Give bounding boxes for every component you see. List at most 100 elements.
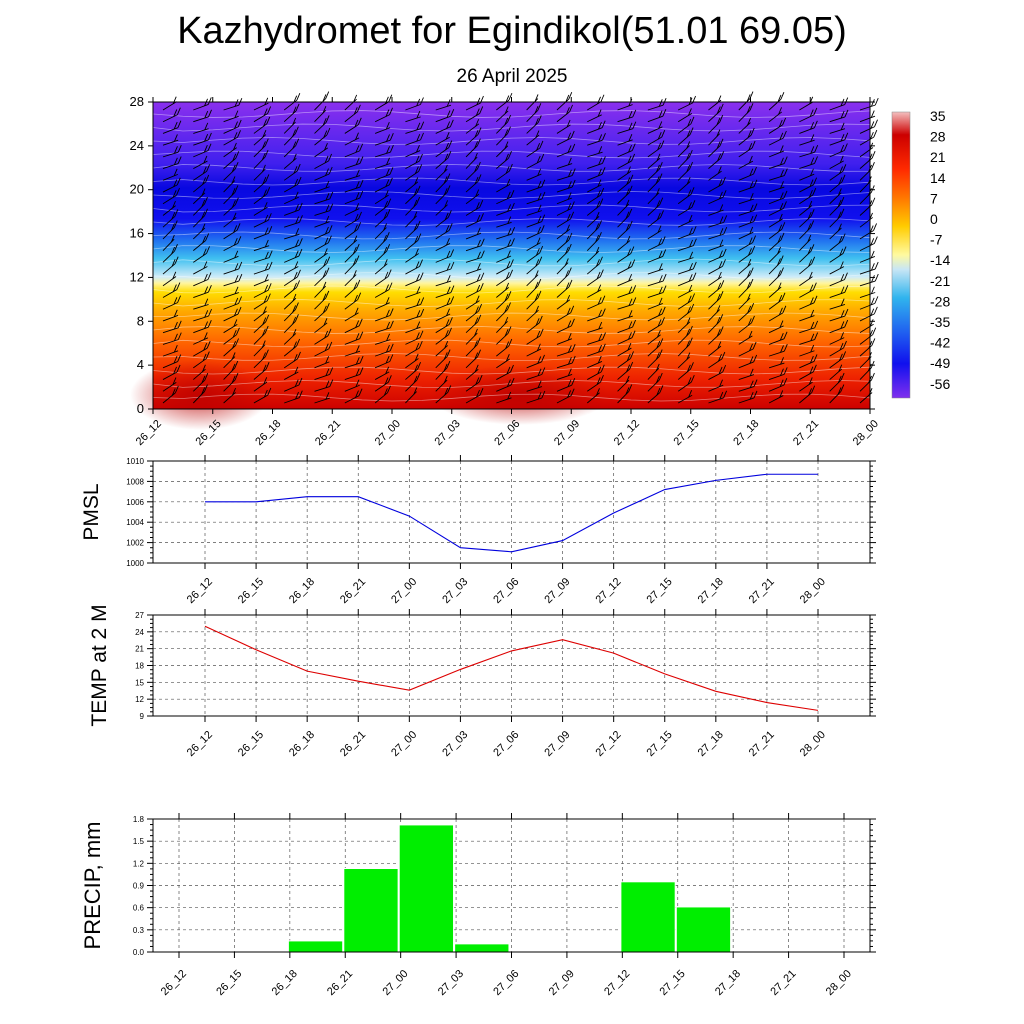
wind-barb [799, 295, 818, 310]
wind-barb [708, 390, 728, 404]
y-tick-label: 1010 [126, 457, 144, 466]
isotherm-line [152, 339, 871, 348]
wind-barb [223, 162, 239, 181]
wind-barb [526, 153, 545, 169]
wind-barb [283, 328, 297, 345]
wind-barb [193, 308, 212, 322]
wind-barb [374, 385, 391, 404]
wind-barb [283, 117, 297, 134]
wind-barb [678, 226, 697, 240]
wind-barb [344, 331, 364, 345]
wind-barb [526, 103, 542, 123]
wind-barb [708, 291, 724, 310]
wind-barb [193, 155, 208, 169]
wind-barb [677, 374, 695, 392]
wind-barb [344, 211, 362, 228]
wind-barb [677, 325, 693, 345]
isotherm-line [152, 191, 871, 199]
wind-barb [162, 354, 182, 369]
wind-barb [192, 223, 206, 240]
wind-barb [768, 232, 785, 251]
wind-barb [465, 238, 485, 252]
wind-barb [708, 379, 724, 392]
wind-barb [799, 309, 815, 322]
wind-barb [556, 355, 576, 369]
y-tick-label: 1006 [126, 498, 144, 507]
wind-barb [829, 233, 846, 251]
colorbar-label: -28 [930, 293, 950, 309]
panel-frame [152, 818, 871, 953]
wind-barb [799, 187, 817, 205]
wind-barb [496, 291, 512, 310]
wind-barb [435, 119, 454, 134]
wind-barb [192, 196, 208, 216]
wind-barb [496, 326, 512, 345]
wind-barb [768, 377, 788, 392]
chart-title: Kazhydromet for Egindikol(51.01 69.05) [177, 10, 847, 52]
wind-barb [768, 130, 787, 146]
wind-barb [859, 250, 876, 263]
wind-barb [374, 133, 394, 146]
wind-barb [496, 238, 515, 252]
isotherm-line [152, 123, 871, 132]
wind-barb [556, 192, 573, 205]
wind-barb [526, 328, 544, 345]
wind-barb [829, 223, 842, 240]
wind-barb [344, 255, 360, 275]
wind-barb [314, 290, 330, 310]
wind-barb [617, 330, 636, 345]
wind-barb [344, 270, 357, 287]
wind-barb [162, 107, 181, 123]
wind-barb [647, 236, 666, 252]
wind-barb [465, 200, 484, 216]
wind-barb [526, 343, 542, 357]
wind-barb [405, 144, 421, 158]
wind-barb [587, 133, 606, 146]
wind-barb [435, 296, 455, 310]
wind-barb [617, 246, 635, 263]
y-tick-label: 0.9 [133, 882, 145, 891]
y-tick-label: 18 [135, 662, 144, 671]
wind-barb [587, 187, 605, 205]
wind-barb [496, 106, 509, 123]
wind-barb [193, 174, 210, 193]
wind-barb [284, 191, 299, 205]
x-tick-label: 26_21 [338, 576, 368, 606]
wind-barb [405, 153, 423, 169]
wind-barb [465, 227, 482, 240]
wind-barb [526, 130, 540, 146]
y-tick-label: 1004 [126, 518, 144, 527]
wind-barb [617, 297, 637, 310]
wind-barb [344, 169, 361, 181]
wind-barb [193, 233, 210, 251]
wind-barb [465, 364, 479, 380]
wind-barb [799, 377, 813, 392]
wind-barb [677, 284, 693, 298]
wind-barb [859, 119, 878, 134]
wind-barb [374, 177, 393, 193]
y-tick-label: 28 [130, 94, 144, 109]
x-tick-label: 27_21 [747, 576, 777, 606]
wind-barb [435, 210, 452, 228]
x-tick-label: 27_15 [645, 576, 675, 606]
heatmap-warm-core [430, 365, 610, 425]
wind-barb [708, 129, 721, 146]
y-tick-label: 1.5 [133, 837, 145, 846]
wind-barb [556, 368, 573, 380]
wind-barb [587, 375, 604, 392]
isotherm-line [152, 245, 871, 253]
isotherm-line [152, 164, 871, 172]
x-tick-label: 26_12 [134, 418, 164, 448]
wind-barb [617, 285, 637, 298]
wind-barb [223, 110, 239, 123]
wind-barb [799, 320, 819, 334]
wind-barb [677, 389, 693, 404]
wind-barb [344, 318, 363, 334]
wind-barb [526, 191, 546, 205]
x-tick-label: 27_15 [658, 968, 688, 998]
wind-barb [162, 385, 179, 404]
colorbar-label: 21 [930, 149, 946, 165]
wind-barb [708, 204, 724, 216]
wind-barb [344, 94, 358, 111]
wind-barb [587, 120, 606, 134]
